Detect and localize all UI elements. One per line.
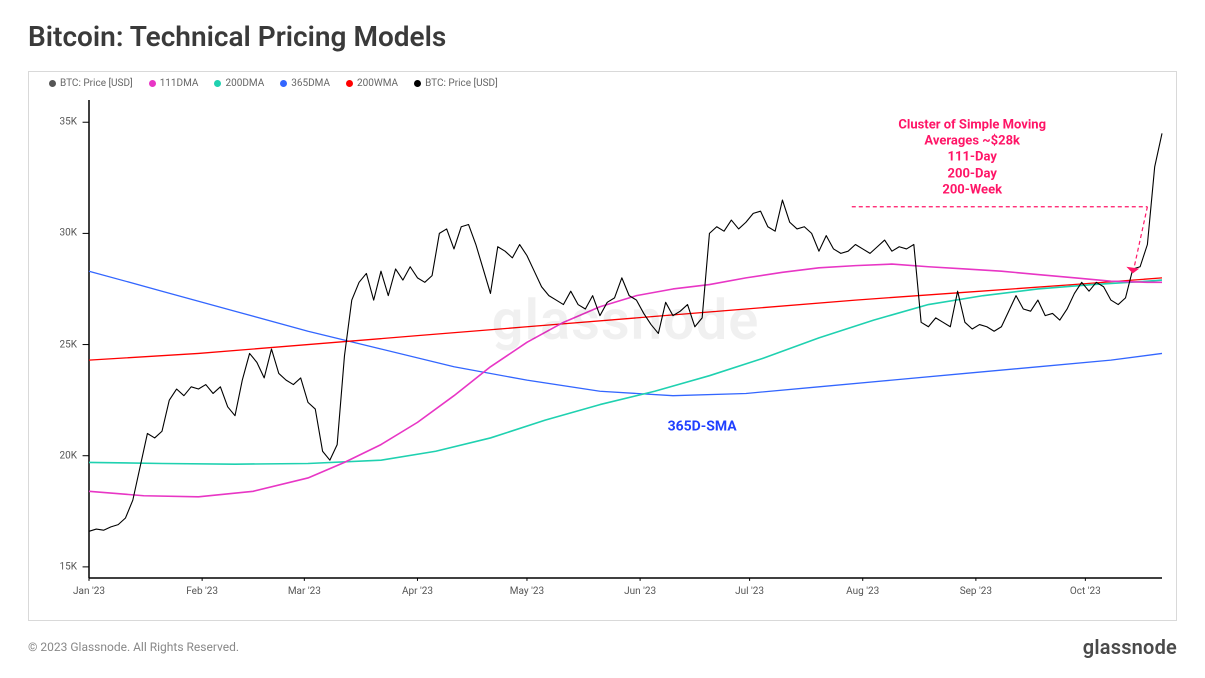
series-dma200 <box>89 280 1162 464</box>
copyright-text: © 2023 Glassnode. All Rights Reserved. <box>28 640 239 654</box>
brand-logo: glassnode <box>1083 635 1177 659</box>
x-axis: Jan '23Feb '23Mar '23Apr '23May '23Jun '… <box>89 586 1162 606</box>
legend-label: 200DMA <box>225 78 264 89</box>
legend-item: 111DMA <box>149 78 199 89</box>
x-tick-label: Oct '23 <box>1070 586 1101 597</box>
x-tick-label: Aug '23 <box>846 586 879 597</box>
y-tick-label: 35K <box>59 117 77 128</box>
x-tick-label: Jun '23 <box>624 586 656 597</box>
x-tick-label: Apr '23 <box>402 586 433 597</box>
x-tick-label: Jan '23 <box>73 586 105 597</box>
legend-item: 200WMA <box>346 78 398 89</box>
footer: © 2023 Glassnode. All Rights Reserved. g… <box>28 635 1177 659</box>
x-tick-label: Mar '23 <box>288 586 321 597</box>
legend-item: 200DMA <box>214 78 264 89</box>
legend-dot <box>214 80 221 87</box>
x-tick-label: Jul '23 <box>735 586 764 597</box>
legend-label: 111DMA <box>160 78 199 89</box>
legend-dot <box>280 80 287 87</box>
legend-label: 365DMA <box>291 78 330 89</box>
legend-dot <box>149 80 156 87</box>
page: Bitcoin: Technical Pricing Models BTC: P… <box>0 0 1205 678</box>
legend-label: BTC: Price [USD] <box>60 78 133 89</box>
series-wma200 <box>89 278 1162 360</box>
x-tick-label: May '23 <box>510 586 544 597</box>
legend-item: 365DMA <box>280 78 330 89</box>
chart-container: BTC: Price [USD] 111DMA 200DMA 365DMA 200WMA… <box>28 71 1177 621</box>
legend-dot <box>49 80 56 87</box>
x-tick-label: Feb '23 <box>186 586 218 597</box>
chart-svg <box>89 100 1162 578</box>
page-title: Bitcoin: Technical Pricing Models <box>28 20 1177 53</box>
chart-legend: BTC: Price [USD] 111DMA 200DMA 365DMA 200WMA… <box>49 78 498 89</box>
y-tick-label: 15K <box>59 561 77 572</box>
x-tick-label: Sep '23 <box>960 586 992 597</box>
series-btc_price <box>89 133 1162 531</box>
legend-label: BTC: Price [USD] <box>425 78 498 89</box>
y-tick-label: 20K <box>59 450 77 461</box>
legend-item: BTC: Price [USD] <box>49 78 133 89</box>
legend-dot <box>346 80 353 87</box>
y-tick-label: 30K <box>59 228 77 239</box>
y-tick-label: 25K <box>59 339 77 350</box>
legend-label: 200WMA <box>357 78 398 89</box>
annotation-bracket <box>852 207 1148 274</box>
plot-area: glassnode Cluster of Simple Moving Avera… <box>89 100 1162 578</box>
legend-item: BTC: Price [USD] <box>414 78 498 89</box>
y-axis: 15K 20K 25K 30K 35K <box>29 100 81 578</box>
legend-dot <box>414 80 421 87</box>
series-dma111 <box>89 264 1162 497</box>
